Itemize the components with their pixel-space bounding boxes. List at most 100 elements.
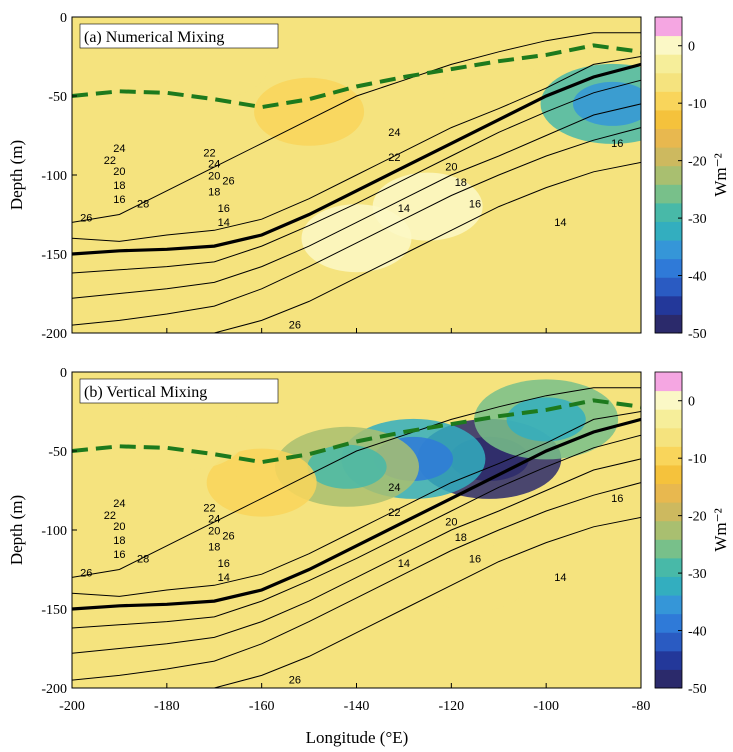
x-tick-label: -200 <box>59 699 85 714</box>
isotherm-label: 18 <box>455 177 467 189</box>
colorbar-segment <box>655 258 682 278</box>
isotherm-label: 16 <box>469 554 481 566</box>
colorbar-segment <box>655 277 682 297</box>
isotherm-20 <box>72 79 641 274</box>
isotherm-label: 22 <box>388 507 400 519</box>
isotherm-label: 14 <box>218 217 230 229</box>
isotherm-label: 26 <box>80 567 92 579</box>
y-tick-label: -100 <box>41 524 67 539</box>
isotherm-label: 14 <box>398 558 410 570</box>
isotherm-18 <box>72 458 641 654</box>
y-tick-label: -150 <box>41 248 67 263</box>
colorbar-segment <box>655 650 682 670</box>
colorbar: 0 -10 -20 -30 -40 -50 Wm⁻² <box>654 16 730 342</box>
colorbars: 0 -10 -20 -30 -40 -50 Wm⁻² 0 -10 -20 -30 -40 -50 Wm⁻² <box>654 16 730 697</box>
panel-title-box <box>79 23 279 49</box>
isotherm-label: 20 <box>445 161 457 173</box>
isotherm-label: 24 <box>388 127 400 139</box>
colorbar-segment <box>655 202 682 222</box>
isotherm-label: 18 <box>113 180 125 192</box>
colorbar-segment <box>655 390 682 410</box>
colorbar-label: Wm⁻² <box>711 508 730 551</box>
isotherm-label: 16 <box>611 138 623 150</box>
colorbar-segment <box>655 147 682 167</box>
isotherm-label: 14 <box>554 217 566 229</box>
colorbar-segment <box>655 520 682 540</box>
isotherm-label: 16 <box>218 203 230 215</box>
x-tick-label: -80 <box>632 699 651 714</box>
mixed-layer-depth-line <box>72 398 641 465</box>
isotherm-26 <box>72 32 641 223</box>
heat-flux-blob <box>135 401 246 470</box>
colorbar-segment <box>655 17 682 37</box>
colorbar-segment <box>655 221 682 241</box>
y-tick-label: -100 <box>41 169 67 184</box>
colorbar-tick-label: -20 <box>688 510 707 525</box>
colorbar-tick-label: -40 <box>688 625 707 640</box>
y-tick-label: -150 <box>41 603 67 618</box>
colorbar-segment <box>655 165 682 185</box>
colorbar-segment <box>655 128 682 148</box>
colorbar-segment <box>655 54 682 74</box>
isotherm-label: 26 <box>80 212 92 224</box>
y-tick-label: -200 <box>41 682 67 697</box>
colorbar-tick-label: -40 <box>688 270 707 285</box>
isotherm-label: 24 <box>208 159 220 171</box>
x-tick-label: -160 <box>249 699 275 714</box>
isotherm-24 <box>72 411 641 597</box>
colorbar-frame <box>654 16 683 334</box>
isotherm-label: 26 <box>289 319 301 331</box>
colorbar-segment <box>655 314 682 334</box>
colorbar-frame <box>654 371 683 689</box>
heat-flux-blob-core <box>307 444 387 489</box>
colorbar-segment <box>655 669 682 689</box>
isotherm-label: 26 <box>222 530 234 542</box>
isotherm-label: 20 <box>113 166 125 178</box>
isotherm-14 <box>211 516 641 688</box>
y-tick-label: 0 <box>60 366 67 381</box>
y-tick-label: 0 <box>60 11 67 26</box>
heat-flux-blob-core <box>572 81 641 126</box>
isotherm-label: 20 <box>208 171 220 183</box>
isotherm-label: 22 <box>104 510 116 522</box>
panel-title: (a) Numerical Mixing <box>84 29 224 46</box>
colorbar-label: Wm⁻² <box>711 153 730 196</box>
colorbar-segment <box>655 446 682 466</box>
x-tick-label: -140 <box>344 699 370 714</box>
isotherm-24 <box>72 56 641 242</box>
colorbar-segment <box>655 295 682 315</box>
heat-flux-blob <box>372 172 483 241</box>
colorbar-segment <box>655 632 682 652</box>
x-tick-label: -100 <box>533 699 559 714</box>
colorbar-segment <box>655 557 682 577</box>
isotherm-label: 26 <box>222 175 234 187</box>
isotherm-label: 24 <box>113 143 125 155</box>
colorbar-segment <box>655 539 682 559</box>
colorbar-segment <box>655 35 682 55</box>
colorbar-tick-label: -50 <box>688 327 707 342</box>
isotherm-label: 16 <box>113 549 125 561</box>
isotherm-label: 24 <box>208 514 220 526</box>
panel-title-box <box>79 378 279 404</box>
isotherm-22 <box>72 62 641 256</box>
colorbar-tick-label: 0 <box>688 395 695 410</box>
isotherm-label: 24 <box>113 498 125 510</box>
colorbar-segment <box>655 427 682 447</box>
colorbar-segment <box>655 613 682 633</box>
isotherm-label: 14 <box>218 572 230 584</box>
colorbar-tick-label: -30 <box>688 212 707 227</box>
isotherm-label: 28 <box>137 554 149 566</box>
isotherm-label: 22 <box>104 155 116 167</box>
isotherm-label: 16 <box>469 199 481 211</box>
isotherm-14 <box>211 161 641 333</box>
isotherm-label: 28 <box>137 199 149 211</box>
isotherm-label: 16 <box>113 194 125 206</box>
isotherm-label: 18 <box>113 535 125 547</box>
isotherm-label: 20 <box>113 521 125 533</box>
colorbar-segment <box>655 91 682 111</box>
